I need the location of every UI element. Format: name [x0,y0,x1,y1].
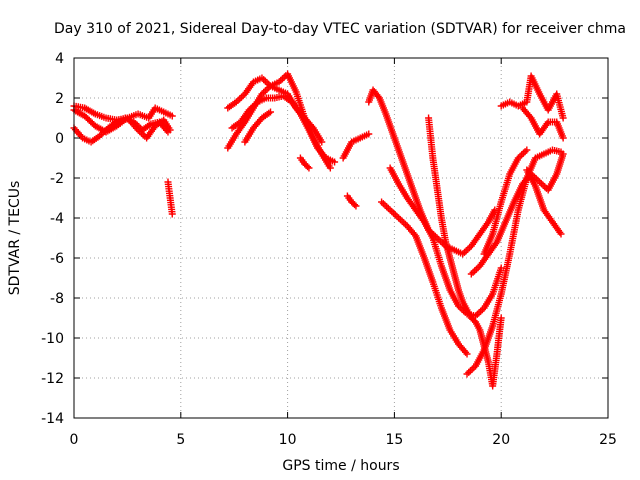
axis-ticks: 0 5 10 15 20 25 -14 -12 -10 -8 -6 -4 -2 0 2 4 [41,51,617,448]
data-point [379,200,387,208]
data-point [236,95,244,103]
data-point [559,134,567,142]
y-axis-title: SDTVAR / TECUs [7,181,23,296]
y-tick-label: 4 [55,51,64,67]
data-point [559,114,567,122]
y-tick-label: -14 [41,411,64,427]
plot-frame [73,57,609,419]
data-point [326,164,334,172]
data-point [559,150,567,158]
data-point [386,206,394,214]
y-tick-label: -12 [41,371,64,387]
data-point [541,183,549,191]
data-point [463,370,471,378]
data-point [468,365,476,373]
x-tick-label: 0 [70,432,79,448]
y-tick-label: 0 [55,131,64,147]
x-tick-label: 20 [492,432,510,448]
data-point [381,201,389,209]
data-point [497,314,505,322]
data-point [518,151,526,159]
x-axis-title: GPS time / hours [282,458,399,474]
chart-title: Day 310 of 2021, Sidereal Day-to-day VTE… [54,21,626,37]
data-point [521,148,529,156]
data-point [331,158,339,166]
y-tick-label: -4 [50,211,64,227]
data-point [539,181,547,189]
data-point [471,267,479,275]
gridlines [74,58,608,418]
data-point [166,126,174,134]
data-point [384,204,392,212]
data-point [463,350,471,358]
data-point [473,310,481,318]
y-tick-label: -2 [50,171,64,187]
y-tick-label: -8 [50,291,64,307]
data-point [467,270,475,278]
data-point [318,138,326,146]
data-point [537,180,545,188]
data-point [237,93,245,101]
x-tick-label: 15 [385,432,403,448]
data-point [398,217,406,225]
data-markers [70,70,567,390]
data-point [267,108,275,116]
data-point [168,210,176,218]
data-point [374,92,382,100]
data-point [390,209,398,217]
data-point [519,149,527,157]
data-point [260,76,268,84]
data-point [261,87,269,95]
y-tick-label: -6 [50,251,64,267]
data-point [383,203,391,211]
data-point [278,75,286,83]
data-point [168,112,176,120]
data-point [557,230,565,238]
y-tick-label: -10 [41,331,64,347]
data-point [395,214,403,222]
data-point [304,163,312,171]
y-tick-label: 2 [55,91,64,107]
data-point [378,198,386,206]
data-point [365,130,373,138]
x-tick-label: 25 [599,432,617,448]
x-tick-label: 5 [176,432,185,448]
data-point [400,219,408,227]
data-point [460,248,468,256]
data-point [280,73,288,81]
data-point [497,264,505,272]
data-point [391,211,399,219]
data-point [466,367,474,375]
data-point [352,202,360,210]
data-point [464,245,472,253]
data-point [351,201,359,209]
data-point [523,146,531,154]
x-tick-label: 10 [279,432,297,448]
data-point [305,164,313,172]
data-point [396,216,404,224]
data-point [469,268,477,276]
data-point [472,265,480,273]
data-point [477,307,485,315]
data-point [465,368,473,376]
